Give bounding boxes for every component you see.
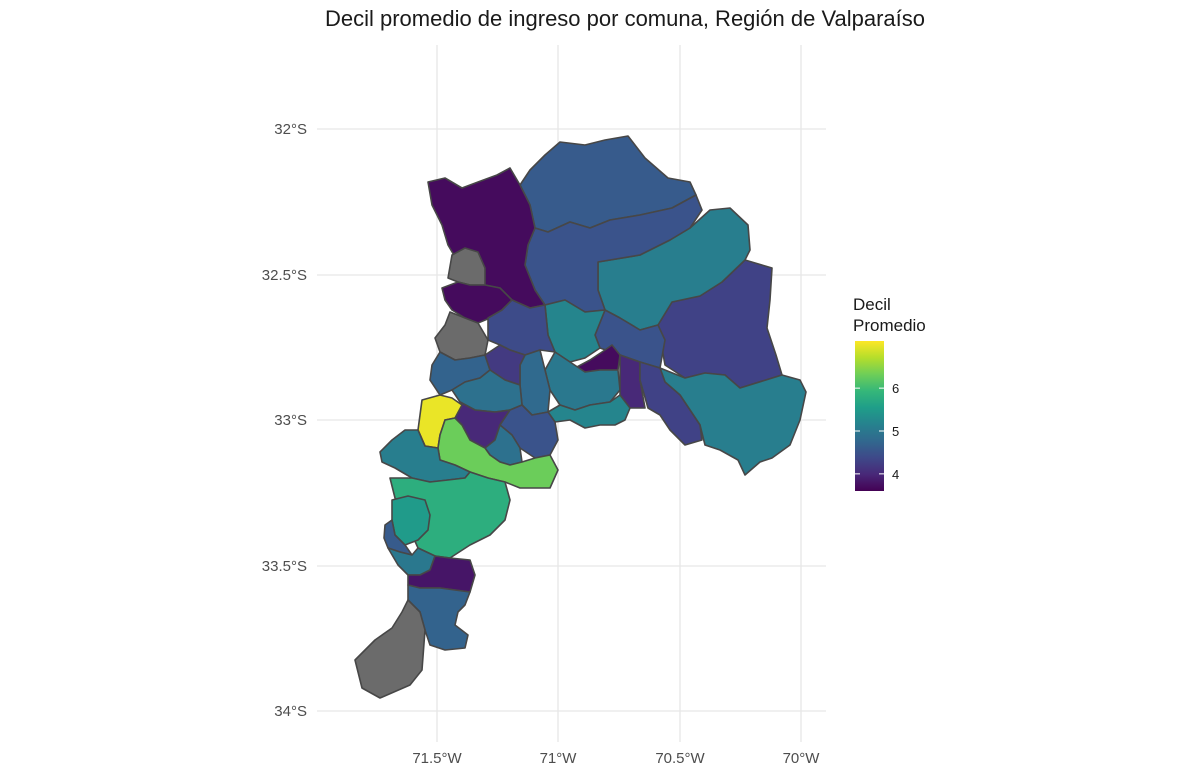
x-tick-label: 70°W — [783, 750, 821, 767]
legend-label: 4 — [892, 467, 899, 482]
legend-label: 5 — [892, 424, 899, 439]
comunas — [354, 135, 807, 699]
legend-title: Promedio — [853, 316, 926, 335]
region-llay-llay — [519, 349, 551, 416]
region-valparaiso — [379, 429, 471, 483]
legend: Decil Promedio 6 5 4 — [853, 295, 926, 491]
x-tick-label: 71°W — [540, 750, 578, 767]
y-tick-label: 34°S — [274, 703, 307, 720]
y-tick-label: 33°S — [274, 412, 307, 429]
region-concon — [547, 394, 631, 429]
legend-ticks — [855, 387, 884, 475]
chart-title: Decil promedio de ingreso por comuna, Re… — [324, 6, 926, 31]
legend-label: 6 — [892, 381, 899, 396]
x-tick-label: 70.5°W — [655, 750, 705, 767]
y-axis: 32°S 32.5°S 33°S 33.5°S 34°S — [262, 121, 307, 720]
x-axis: 71.5°W 71°W 70.5°W 70°W — [412, 750, 820, 767]
legend-colorbar — [855, 341, 884, 491]
region-santo-domingo — [354, 599, 426, 699]
y-tick-label: 32.5°S — [262, 267, 307, 284]
y-tick-label: 32°S — [274, 121, 307, 138]
region-papudo — [447, 247, 486, 286]
y-tick-label: 33.5°S — [262, 558, 307, 575]
x-tick-label: 71.5°W — [412, 750, 462, 767]
legend-title: Decil — [853, 295, 891, 314]
region-nogales — [639, 361, 703, 446]
